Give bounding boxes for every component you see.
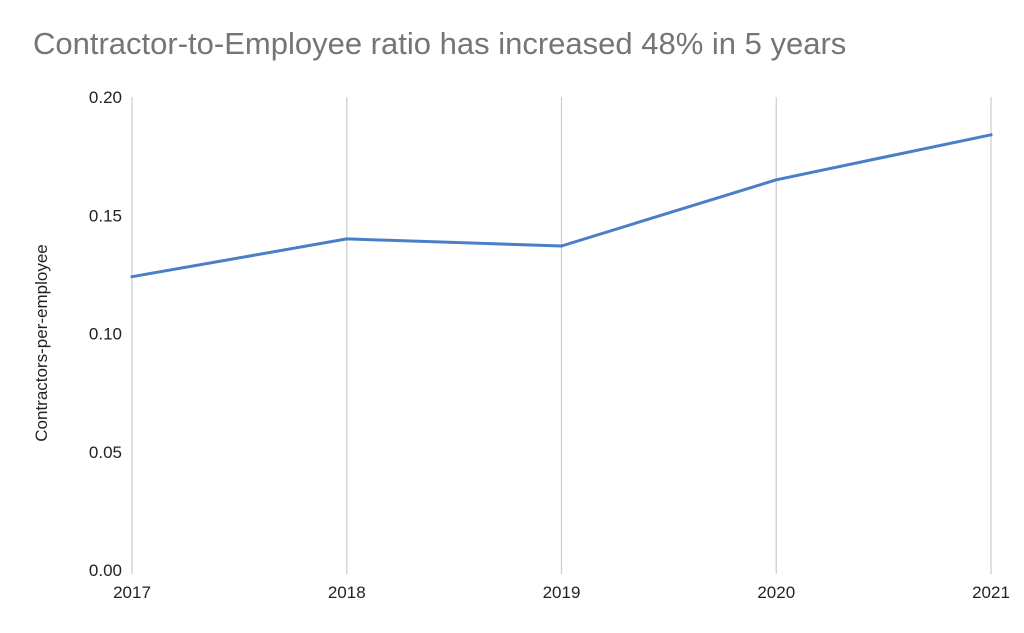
- chart-title: Contractor-to-Employee ratio has increas…: [33, 26, 847, 61]
- gridlines: [131, 97, 992, 574]
- y-tick-label: 0.15: [89, 206, 122, 225]
- series: [130, 133, 993, 279]
- y-tick-label: 0.10: [89, 325, 122, 344]
- y-axis-ticks: 0.00 0.05 0.10 0.15 0.20: [89, 88, 122, 580]
- x-tick-label: 2021: [972, 583, 1010, 602]
- x-tick-label: 2018: [328, 583, 366, 602]
- y-axis-title: Contractors-per-employee: [32, 244, 51, 441]
- y-tick-label: 0.05: [89, 443, 122, 462]
- x-tick-label: 2017: [113, 583, 151, 602]
- data-point-2020: [774, 178, 778, 182]
- y-tick-label: 0.20: [89, 88, 122, 107]
- data-point-2019: [560, 244, 563, 248]
- x-axis-ticks: 2017 2018 2019 2020 2021: [113, 583, 1010, 602]
- y-tick-label: 0.00: [89, 561, 122, 580]
- x-tick-label: 2020: [757, 583, 795, 602]
- x-tick-label: 2019: [543, 583, 581, 602]
- data-point-2018: [345, 237, 349, 241]
- data-point-2017: [130, 275, 134, 279]
- data-point-2021: [989, 133, 993, 137]
